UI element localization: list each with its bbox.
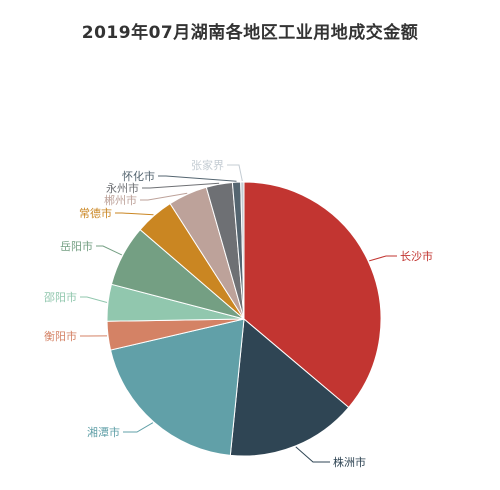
slice-label: 永州市 xyxy=(106,181,139,195)
leader-line xyxy=(115,212,154,216)
pie-slice[interactable] xyxy=(240,181,245,320)
slice-label: 邵阳市 xyxy=(44,290,77,304)
slice-label: 衡阳市 xyxy=(44,329,77,343)
label-leaders xyxy=(80,164,397,463)
pie-slice[interactable] xyxy=(229,318,350,457)
leader-line xyxy=(227,164,243,182)
leader-line xyxy=(142,182,220,189)
pie-slice[interactable] xyxy=(243,181,382,409)
slice-label: 郴州市 xyxy=(104,193,137,207)
pie-slice[interactable] xyxy=(109,318,245,456)
leader-line xyxy=(123,422,154,433)
slice-label: 湘潭市 xyxy=(87,425,120,439)
slice-label: 怀化市 xyxy=(122,169,155,183)
slice-label: 常德市 xyxy=(79,206,112,220)
leader-line xyxy=(96,245,123,256)
pie-slices xyxy=(106,181,382,457)
leader-line xyxy=(295,446,330,463)
slice-label: 长沙市 xyxy=(400,249,433,263)
leader-line xyxy=(80,296,108,303)
leader-line xyxy=(369,255,397,262)
leader-line xyxy=(158,175,237,182)
leader-line xyxy=(140,192,188,201)
slice-label: 株洲市 xyxy=(333,455,366,469)
slice-label: 张家界 xyxy=(191,158,224,172)
slice-label: 岳阳市 xyxy=(60,239,93,253)
chart-title: 2019年07月湖南各地区工业用地成交金额 xyxy=(81,23,419,43)
